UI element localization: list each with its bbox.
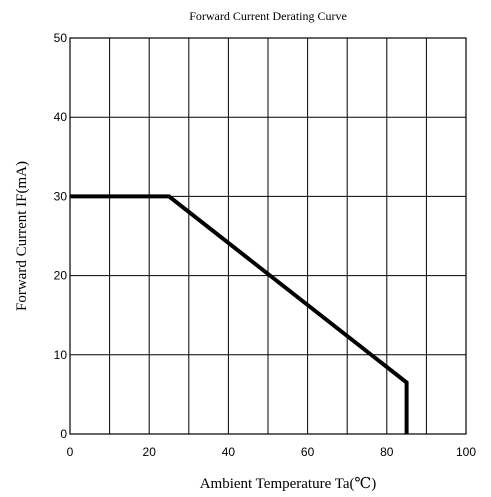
y-tick-labels: 0 10 20 30 40 50 [54,31,68,441]
y-tick-label: 10 [54,348,68,362]
y-axis-label: Forward Current IF(mA) [14,161,30,311]
y-tick-label: 40 [54,110,68,124]
y-tick-label: 20 [54,269,68,283]
x-tick-label: 20 [143,445,157,459]
x-tick-label: 60 [301,445,315,459]
x-axis-label: Ambient Temperature Ta(℃) [200,476,377,492]
x-tick-labels: 0 20 40 60 80 100 [67,445,477,459]
y-tick-label: 0 [60,427,67,441]
derating-curve-line [70,194,409,434]
chart-title: Forward Current Derating Curve [189,9,347,23]
x-tick-label: 80 [380,445,394,459]
y-tick-label: 50 [54,31,68,45]
x-tick-label: 40 [222,445,236,459]
x-tick-label: 0 [67,445,74,459]
y-tick-label: 30 [54,189,68,203]
x-tick-label: 100 [456,445,476,459]
plot-frame [69,37,467,435]
grid [70,38,466,434]
